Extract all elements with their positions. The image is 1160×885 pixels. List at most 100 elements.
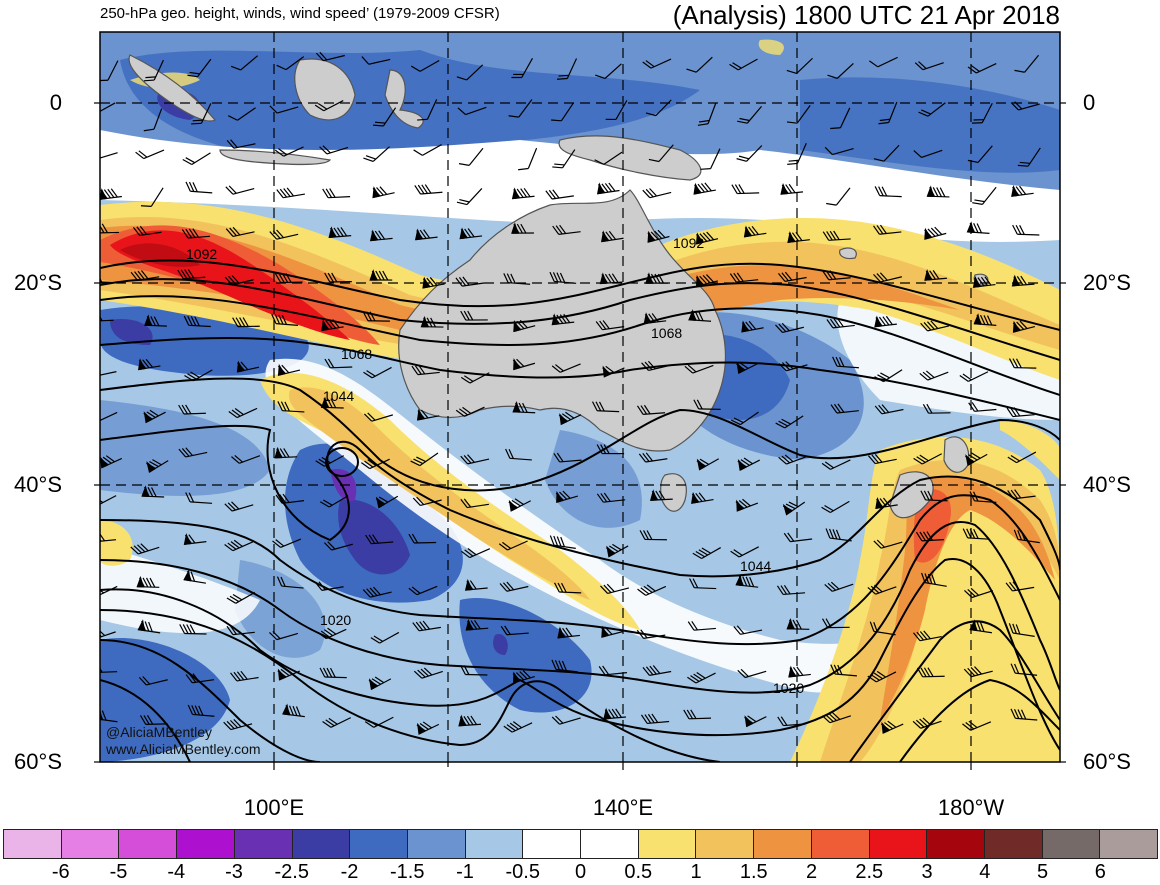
- wind-barb: [236, 360, 260, 373]
- wind-barb: [314, 581, 344, 591]
- wind-barb: [731, 184, 760, 195]
- wind-barb: [554, 582, 582, 594]
- wind-barb: [225, 185, 255, 195]
- wind-barbs: [100, 51, 1041, 735]
- wind-barb: [822, 270, 851, 281]
- wind-barb: [323, 541, 353, 551]
- wind-barb: [596, 182, 620, 195]
- wind-barb: [183, 315, 211, 328]
- wind-barb: [100, 455, 123, 469]
- wind-barb: [182, 152, 211, 166]
- wind-barb: [926, 185, 950, 198]
- wind-barb: [601, 625, 624, 638]
- wind-barb: [780, 182, 804, 195]
- wind-barb: [271, 314, 299, 326]
- wind-barb: [1017, 147, 1041, 167]
- wind-barb: [139, 715, 168, 725]
- wind-barb: [549, 535, 576, 549]
- wind-barb: [225, 226, 255, 238]
- wind-barb: [827, 62, 854, 79]
- colorbar-label: 6: [1094, 861, 1106, 883]
- colorbar-swatch: [4, 830, 62, 858]
- wind-barb: [324, 272, 352, 283]
- wind-barb: [636, 629, 666, 639]
- wind-barb: [135, 149, 165, 160]
- wind-barb: [100, 495, 117, 507]
- credit-handle: @AliciaMBentley: [106, 724, 213, 740]
- colorbar-swatch: [292, 830, 351, 858]
- wind-barb: [460, 310, 488, 321]
- wind-barb: [821, 459, 851, 470]
- wind-barb: [786, 57, 813, 75]
- wind-barb: [1013, 529, 1040, 544]
- wind-barb: [361, 458, 390, 470]
- tasmania: [660, 473, 687, 512]
- wind-barb: [737, 106, 762, 124]
- lat-label-left: 60°S: [14, 749, 62, 774]
- wind-barb: [551, 313, 575, 326]
- wind-barb: [508, 99, 533, 118]
- wind-barb: [744, 715, 767, 728]
- colorbar-swatch: [984, 830, 1043, 858]
- wind-barb: [187, 58, 212, 78]
- colorbar-label: -6: [51, 861, 70, 883]
- wind-barb: [696, 458, 720, 471]
- colorbar-label: -1.5: [390, 861, 425, 883]
- map-frame: [99, 31, 1061, 763]
- contour-label: 1092: [673, 235, 704, 251]
- wind-barb: [132, 225, 162, 237]
- colorbar-label: -2: [340, 861, 359, 883]
- wind-barb: [824, 581, 854, 592]
- wind-barb: [458, 714, 482, 727]
- wind-barb: [276, 576, 304, 589]
- wind-barb: [869, 621, 896, 636]
- wind-barb: [274, 446, 298, 459]
- wind-barb: [552, 149, 576, 169]
- wind-barb: [369, 269, 393, 281]
- java: [219, 149, 332, 165]
- wind-barb: [733, 625, 763, 635]
- wind-barb: [874, 315, 897, 328]
- wind-barb: [1008, 623, 1035, 637]
- wind-barb: [640, 713, 670, 725]
- wind-barb: [969, 619, 993, 634]
- wind-barb: [1012, 320, 1035, 333]
- wind-barb: [684, 364, 714, 374]
- credit-website[interactable]: www.AliciaMBentley.com: [106, 741, 261, 757]
- wind-barb: [146, 459, 169, 473]
- wind-barb: [464, 578, 488, 591]
- wind-barb: [648, 144, 674, 163]
- lat-label-left: 40°S: [14, 472, 62, 497]
- wind-barb: [594, 151, 623, 165]
- wind-barb: [277, 363, 301, 376]
- wind-barb: [181, 228, 211, 239]
- wind-barb: [1007, 489, 1036, 500]
- wind-barb: [368, 676, 392, 691]
- wind-barb: [821, 500, 850, 514]
- wind-barb: [518, 147, 538, 171]
- wind-barb: [1006, 407, 1035, 418]
- wind-barb: [224, 275, 254, 286]
- wind-barb: [697, 102, 717, 126]
- colorbar-swatch: [61, 830, 120, 858]
- wind-barb: [686, 56, 713, 73]
- colorbar-label: -0.5: [505, 861, 540, 883]
- wind-barb: [369, 229, 393, 242]
- wind-barb: [695, 231, 719, 245]
- wind-barb: [100, 311, 114, 322]
- wind-barb: [319, 667, 347, 679]
- wind-barb: [228, 407, 258, 419]
- wind-barb: [605, 543, 629, 558]
- wind-barb: [688, 309, 712, 322]
- wind-barb: [913, 149, 943, 158]
- wind-barb: [141, 485, 165, 498]
- colorbar-label: 4: [979, 861, 991, 883]
- wind-barb: [552, 224, 581, 235]
- wind-barb: [741, 320, 764, 333]
- wind-barb: [967, 145, 993, 164]
- wind-barb: [138, 676, 168, 686]
- wind-barb: [178, 447, 208, 458]
- wind-barb: [232, 317, 260, 328]
- colorbar: [3, 829, 1158, 859]
